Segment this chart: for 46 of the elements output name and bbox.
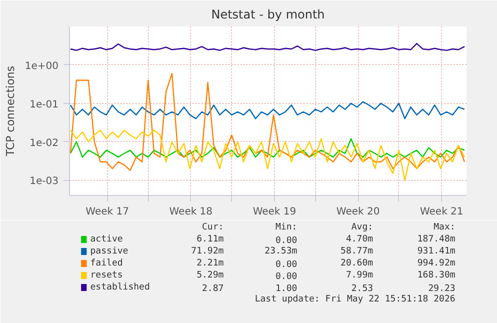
text: Last update: Fri May 22 15:51:18 2026 xyxy=(254,294,456,304)
chart-title: Netstat - by month xyxy=(211,8,325,22)
text: 20.60m xyxy=(340,258,374,268)
x-tick-label: Week 17 xyxy=(86,206,129,218)
text: 931.41m xyxy=(417,246,456,256)
y-tick-label: 1e-03 xyxy=(30,176,59,188)
line-series xyxy=(70,42,466,51)
text: 4.70m xyxy=(346,234,374,244)
text: 7.99m xyxy=(346,270,374,280)
y-tick-label: 1e-01 xyxy=(30,99,59,110)
text: 168.30m xyxy=(417,270,456,280)
x-tick-label: Week 18 xyxy=(169,206,213,218)
text: 0.00 xyxy=(275,260,298,270)
text: 2.87 xyxy=(202,284,224,294)
text: 6.11m xyxy=(196,234,224,244)
legend-label: passive xyxy=(90,246,128,256)
text: 5.29m xyxy=(196,270,224,280)
text: Cur: xyxy=(202,222,224,232)
x-tick-label: Week 20 xyxy=(336,206,380,218)
text: 187.48m xyxy=(417,234,456,244)
text: 994.92m xyxy=(417,258,456,268)
text: 1.00 xyxy=(275,284,298,294)
text: 29.23 xyxy=(428,284,456,294)
line-series xyxy=(70,138,466,158)
text: Max: xyxy=(434,222,456,232)
text: 0.00 xyxy=(275,236,298,246)
text: 2.53 xyxy=(351,284,374,294)
legend-label: resets xyxy=(90,270,123,280)
y-tick-label: 1e+00 xyxy=(24,60,59,72)
text: 58.77m xyxy=(340,246,374,256)
line-series xyxy=(70,130,466,181)
x-tick-label: Week 19 xyxy=(252,206,296,218)
line-series xyxy=(70,101,466,120)
text: 2.21m xyxy=(196,258,224,268)
legend-label: active xyxy=(90,234,123,244)
text: 23.53m xyxy=(264,246,298,256)
legend-label: failed xyxy=(90,258,123,268)
text: Avg: xyxy=(351,222,374,232)
text: Min: xyxy=(275,222,298,232)
legend-label: established xyxy=(90,282,150,292)
y-tick-label: 1e-02 xyxy=(30,138,59,149)
y-axis-title: TCP connections xyxy=(4,66,17,158)
line-series xyxy=(70,72,466,171)
x-tick-label: Week 21 xyxy=(420,206,464,218)
text: 0.00 xyxy=(275,272,298,282)
text: 71.92m xyxy=(191,246,224,256)
